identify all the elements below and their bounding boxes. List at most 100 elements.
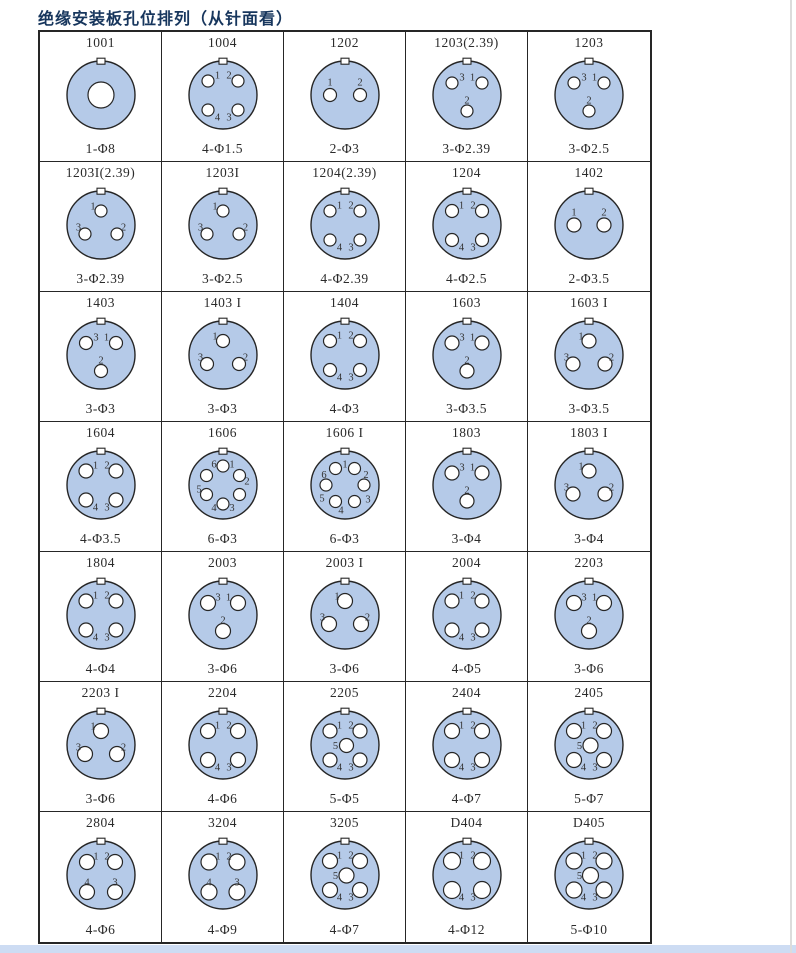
pin-number-label: 1 (212, 202, 217, 213)
pin-number-label: 2 (348, 331, 353, 342)
pin-hole (86, 81, 115, 109)
cell-model-code: 3204 (208, 815, 237, 830)
pin-hole (199, 594, 216, 612)
pin-number-label: 4 (92, 503, 98, 514)
pin-diagram: 13 2 (187, 317, 258, 390)
pin-hole (595, 751, 613, 769)
keyway-notch (584, 187, 594, 195)
pin-number-label: 4 (458, 243, 464, 254)
pin-hole (581, 866, 600, 885)
pin-number-label: 3 (226, 113, 231, 124)
pin-hole (565, 356, 581, 372)
pin-number-label: 4 (336, 243, 342, 254)
pin-hole (107, 593, 124, 609)
pin-number-label: 4 (336, 893, 342, 904)
cell-hole-spec: 4-Φ7 (329, 921, 360, 937)
pin-number-label: 4 (336, 373, 342, 384)
keyway-notch (95, 57, 106, 65)
pin-hole (322, 87, 337, 103)
pin-number-label: 5 (332, 741, 337, 752)
pin-number-label: 3 (75, 743, 80, 754)
keyway-notch (217, 447, 228, 455)
pin-number-label: 1 (592, 593, 597, 604)
pin-number-label: 2 (348, 721, 353, 732)
keyway-notch (339, 707, 350, 715)
pin-diagram: 1 24 3 (65, 837, 136, 910)
pin-number-label: 1 (592, 73, 597, 84)
connector-cell: 1603 3 1 2 3-Φ3.5 (406, 292, 528, 422)
pin-number-label: 4 (214, 113, 220, 124)
pin-hole (458, 363, 475, 379)
pin-number-label: 4 (336, 763, 342, 774)
pin-hole (93, 363, 108, 379)
pin-hole (356, 478, 371, 492)
cell-hole-spec: 2-Φ3 (329, 141, 360, 156)
pin-number-label: 2 (592, 851, 597, 862)
keyway-notch (217, 57, 228, 65)
pin-diagram: 1 24 3 (187, 707, 258, 780)
connector-cell: 2003 3 1 2 3-Φ6 (162, 552, 284, 682)
pin-number-label: 1 (229, 460, 234, 471)
pin-hole (321, 723, 338, 739)
pin-hole (582, 737, 599, 754)
pin-hole (351, 881, 368, 899)
pin-hole (77, 463, 94, 479)
pin-hole (474, 76, 489, 90)
pin-hole (444, 76, 459, 90)
pin-hole (473, 751, 490, 769)
cell-model-code: 2404 (452, 685, 481, 700)
keyway-notch (339, 447, 350, 455)
cell-model-code: 1001 (86, 35, 115, 50)
keyway-notch (95, 837, 106, 845)
pin-hole (582, 104, 596, 118)
cell-hole-spec: 2-Φ3.5 (568, 271, 610, 286)
bottom-highlight-bar (0, 945, 796, 953)
cell-model-code: 1603 (452, 295, 481, 310)
pin-number-label: 3 (470, 243, 475, 254)
pin-number-label: 2 (244, 477, 249, 488)
pin-diagram: 1 6 2 5 3 4 (309, 447, 380, 520)
pin-number-label: 3 (112, 878, 117, 889)
pin-hole (320, 615, 337, 633)
pin-number-label: 2 (470, 721, 475, 732)
pin-number-label: 5 (319, 494, 324, 505)
pin-number-label: 4 (458, 763, 464, 774)
pin-hole (215, 459, 230, 473)
pin-number-label: 3 (93, 333, 98, 344)
keyway-notch (339, 577, 350, 585)
pin-number-label: 1 (214, 71, 219, 82)
pin-number-label: 3 (581, 73, 586, 84)
cell-model-code: D404 (450, 815, 483, 830)
pin-diagram: 1 24 3 (187, 837, 258, 910)
pin-number-label: 2 (120, 743, 125, 754)
pin-hole (473, 335, 490, 351)
keyway-notch (584, 577, 594, 585)
pin-number-label: 4 (338, 506, 344, 517)
pin-number-label: 2 (470, 201, 475, 212)
insulator-disc (431, 710, 502, 780)
cell-model-code: 1403 (86, 295, 115, 310)
cell-model-code: 2204 (208, 685, 237, 700)
cell-hole-spec: 3-Φ3.5 (568, 401, 610, 416)
pin-hole (347, 494, 361, 509)
insulator-disc (187, 840, 258, 910)
pin-hole (199, 883, 218, 901)
pin-hole (200, 103, 215, 117)
keyway-notch (461, 577, 472, 585)
pin-hole (106, 853, 123, 871)
pin-number-label: 2 (242, 223, 247, 234)
pin-hole (581, 463, 597, 479)
pin-hole (199, 722, 216, 740)
cell-hole-spec: 3-Φ3 (207, 401, 238, 416)
cell-model-code: 3205 (330, 815, 359, 830)
pin-diagram: 1 24 3 (431, 707, 502, 780)
connector-cell: 1403 I 1 3 2 3-Φ3 (162, 292, 284, 422)
pin-number-label: 6 (321, 470, 326, 481)
pin-number-label: 2 (364, 613, 369, 624)
pin-number-label: 1 (103, 333, 108, 344)
pin-number-label: 2 (586, 96, 591, 107)
pin-number-label: 2 (609, 353, 614, 364)
pin-hole (230, 103, 245, 117)
pin-number-label: 4 (581, 763, 587, 774)
connector-cell: 2203 3 1 2 3-Φ6 (528, 552, 650, 682)
